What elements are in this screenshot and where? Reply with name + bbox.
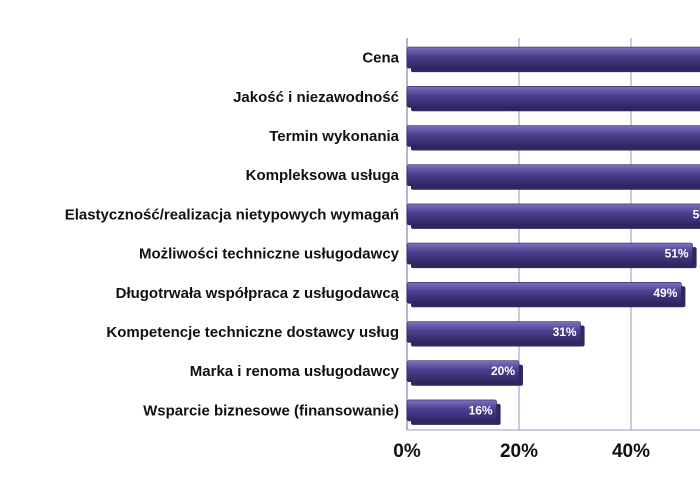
- bar-group: 31%: [406, 321, 585, 347]
- bar: [406, 281, 682, 304]
- bar: [406, 399, 497, 422]
- bar: [406, 203, 700, 226]
- bar: [406, 46, 700, 69]
- bar-group: 69%: [406, 125, 700, 151]
- category-label: Jakość i niezawodność: [233, 89, 399, 106]
- bars: 80% 76% 69% 60% 56% 51% 49% 31% 20% 16%: [406, 46, 700, 425]
- category-label: Marka i renoma usługodawcy: [190, 363, 400, 380]
- category-label: Długotrwała współpraca z usługodawcą: [116, 285, 400, 302]
- data-label: 16%: [469, 403, 493, 417]
- category-label: Elastyczność/realizacja nietypowych wyma…: [65, 206, 399, 223]
- bar-group: 56%: [406, 203, 700, 229]
- data-label: 49%: [653, 286, 677, 300]
- bar: [406, 360, 520, 383]
- category-label: Termin wykonania: [269, 128, 399, 145]
- category-label: Możliwości techniczne usługodawcy: [139, 246, 400, 263]
- bar-group: 20%: [406, 360, 523, 386]
- x-tick-label: 0%: [393, 441, 421, 462]
- x-tick-label: 40%: [612, 441, 650, 462]
- bar: [406, 86, 700, 108]
- data-label: 20%: [491, 364, 515, 378]
- bar-group: 60%: [406, 164, 700, 190]
- bar: [406, 321, 581, 343]
- bar: [406, 164, 700, 186]
- category-labels: Cena Jakość i niezawodność Termin wykonani…: [65, 50, 400, 420]
- x-axis-ticks: 0%20%40%60%: [393, 441, 650, 462]
- data-label: 56%: [693, 207, 700, 221]
- bar-group: 49%: [406, 281, 686, 308]
- bar: [406, 125, 700, 147]
- x-tick-label: 20%: [500, 441, 538, 462]
- bar-group: 16%: [406, 399, 501, 425]
- category-label: Wsparcie biznesowe (finansowanie): [143, 402, 399, 419]
- bar-group: 51%: [406, 242, 697, 269]
- category-label: Cena: [362, 50, 399, 67]
- category-label: Kompetencje techniczne dostawcy usług: [106, 324, 399, 341]
- data-label: 31%: [553, 325, 577, 339]
- bar: [406, 242, 693, 265]
- bar-group: 80%: [406, 46, 700, 73]
- category-label: Kompleksowa usługa: [246, 167, 400, 184]
- bar-group: 76%: [406, 86, 700, 112]
- data-label: 51%: [665, 247, 689, 261]
